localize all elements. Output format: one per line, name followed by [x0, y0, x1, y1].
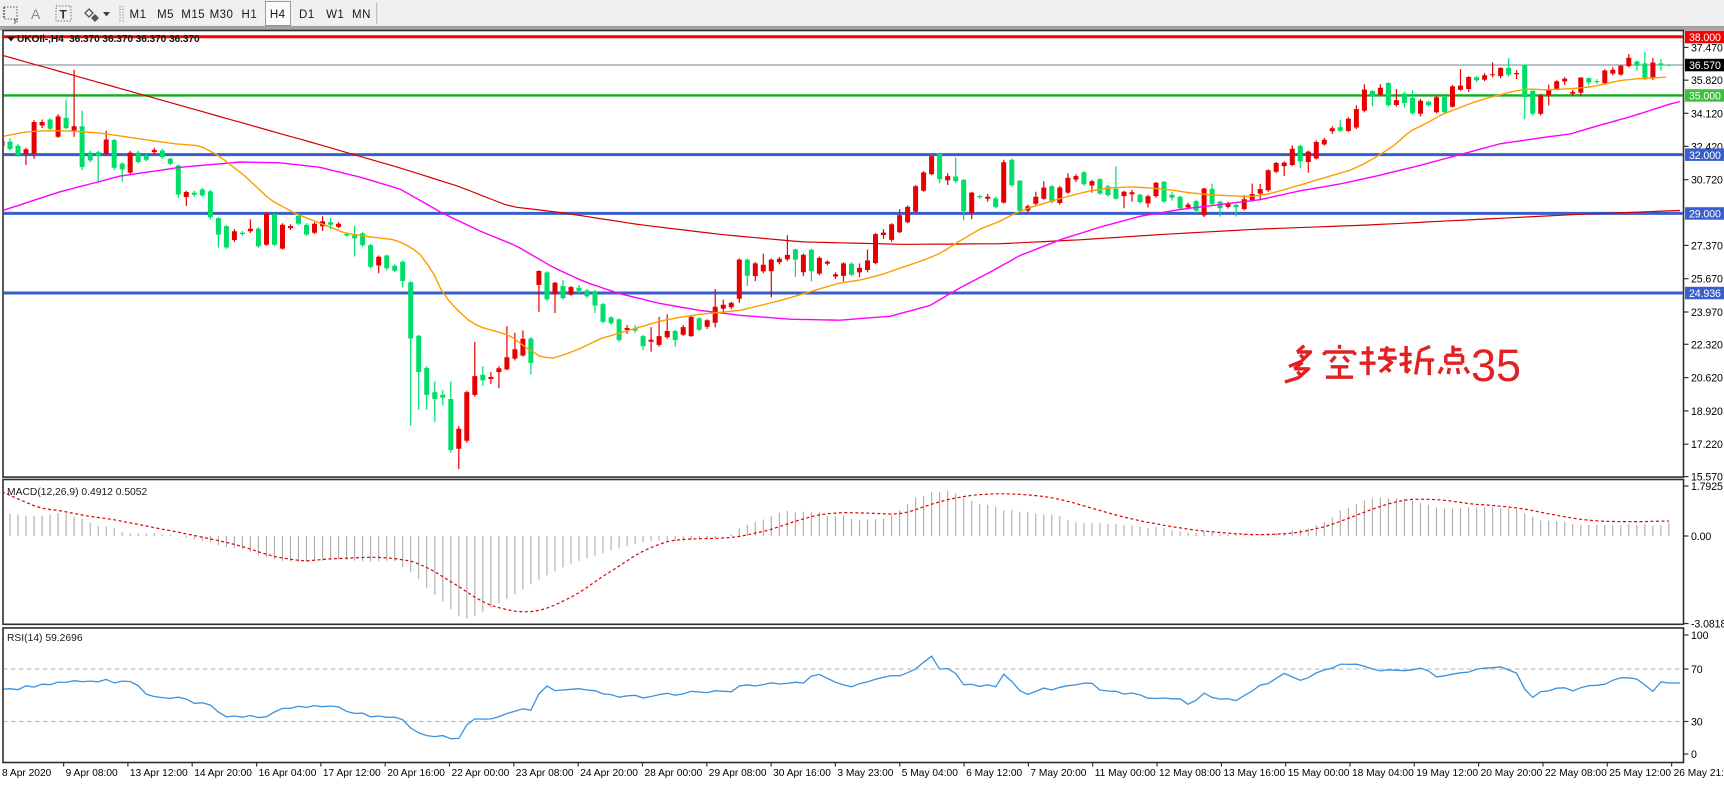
- svg-text:35: 35: [1471, 340, 1521, 391]
- svg-text:14 Apr 20:00: 14 Apr 20:00: [194, 768, 252, 779]
- svg-text:18.920: 18.920: [1691, 406, 1723, 418]
- svg-text:17 Apr 12:00: 17 Apr 12:00: [323, 768, 381, 779]
- svg-text:H1: H1: [242, 9, 258, 21]
- svg-text:RSI(14) 59.2696: RSI(14) 59.2696: [7, 633, 83, 644]
- svg-text:-3.0818: -3.0818: [1691, 619, 1724, 631]
- svg-text:6 May 12:00: 6 May 12:00: [966, 768, 1022, 779]
- svg-text:D1: D1: [299, 9, 315, 21]
- svg-text:1.7925: 1.7925: [1691, 481, 1723, 493]
- svg-text:19 May 12:00: 19 May 12:00: [1416, 768, 1478, 779]
- svg-text:M1: M1: [130, 9, 147, 21]
- svg-text:9 Apr 08:00: 9 Apr 08:00: [66, 768, 118, 779]
- svg-text:23.970: 23.970: [1691, 307, 1723, 319]
- svg-text:T: T: [60, 8, 68, 22]
- svg-text:17.220: 17.220: [1691, 439, 1723, 451]
- svg-text:20.620: 20.620: [1691, 373, 1723, 385]
- svg-text:11 May 00:00: 11 May 00:00: [1095, 768, 1156, 779]
- svg-text:F: F: [14, 19, 18, 26]
- svg-text:7 May 20:00: 7 May 20:00: [1030, 768, 1086, 779]
- svg-text:26 May 21:15: 26 May 21:15: [1674, 768, 1724, 779]
- svg-text:100: 100: [1691, 630, 1709, 642]
- svg-text:W1: W1: [326, 9, 344, 21]
- svg-text:12 May 08:00: 12 May 08:00: [1159, 768, 1221, 779]
- svg-text:H4: H4: [270, 9, 286, 21]
- svg-text:34.120: 34.120: [1691, 108, 1723, 120]
- svg-text:27.370: 27.370: [1691, 240, 1723, 252]
- svg-text:22.320: 22.320: [1691, 339, 1723, 351]
- svg-text:MACD(12,26,9) 0.4912 0.5052: MACD(12,26,9) 0.4912 0.5052: [7, 487, 148, 498]
- svg-text:25 May 12:00: 25 May 12:00: [1609, 768, 1671, 779]
- svg-text:36.570: 36.570: [1689, 60, 1721, 72]
- svg-text:M5: M5: [157, 9, 174, 21]
- svg-text:32.000: 32.000: [1689, 150, 1721, 162]
- svg-text:30.720: 30.720: [1691, 175, 1723, 187]
- svg-text:24.936: 24.936: [1689, 288, 1721, 300]
- svg-text:38.000: 38.000: [1689, 32, 1721, 44]
- svg-text:15.570: 15.570: [1691, 472, 1723, 484]
- svg-text:16 Apr 04:00: 16 Apr 04:00: [259, 768, 317, 779]
- svg-text:UKOIl-,H4 36.370 36.370 36.37: UKOIl-,H4 36.370 36.370 36.370 36.370: [17, 34, 200, 45]
- svg-text:23 Apr 08:00: 23 Apr 08:00: [516, 768, 574, 779]
- svg-text:3 May 23:00: 3 May 23:00: [837, 768, 893, 779]
- svg-text:8 Apr 2020: 8 Apr 2020: [2, 768, 52, 779]
- svg-text:22 Apr 00:00: 22 Apr 00:00: [452, 768, 510, 779]
- svg-text:M30: M30: [210, 9, 234, 21]
- svg-text:25.670: 25.670: [1691, 274, 1723, 286]
- svg-text:20 Apr 16:00: 20 Apr 16:00: [387, 768, 445, 779]
- svg-text:29.000: 29.000: [1689, 209, 1721, 221]
- svg-text:24 Apr 20:00: 24 Apr 20:00: [580, 768, 638, 779]
- svg-text:22 May 08:00: 22 May 08:00: [1545, 768, 1607, 779]
- svg-text:30 Apr 16:00: 30 Apr 16:00: [773, 768, 831, 779]
- svg-text:35.820: 35.820: [1691, 75, 1723, 87]
- svg-text:70: 70: [1691, 664, 1703, 676]
- svg-text:MN: MN: [352, 9, 371, 21]
- svg-text:30: 30: [1691, 717, 1703, 729]
- svg-text:13 Apr 12:00: 13 Apr 12:00: [130, 768, 188, 779]
- svg-text:35.000: 35.000: [1689, 91, 1721, 103]
- svg-text:A: A: [31, 6, 41, 22]
- svg-text:0.00: 0.00: [1691, 531, 1711, 543]
- svg-text:18 May 04:00: 18 May 04:00: [1352, 768, 1414, 779]
- svg-text:M15: M15: [181, 9, 205, 21]
- svg-text:37.470: 37.470: [1691, 42, 1723, 54]
- svg-text:20 May 20:00: 20 May 20:00: [1481, 768, 1543, 779]
- svg-text:28 Apr 00:00: 28 Apr 00:00: [645, 768, 703, 779]
- svg-text:0: 0: [1691, 749, 1697, 761]
- svg-text:13 May 16:00: 13 May 16:00: [1223, 768, 1285, 779]
- svg-text:15 May 00:00: 15 May 00:00: [1288, 768, 1350, 779]
- svg-text:29 Apr 08:00: 29 Apr 08:00: [709, 768, 767, 779]
- svg-text:5 May 04:00: 5 May 04:00: [902, 768, 958, 779]
